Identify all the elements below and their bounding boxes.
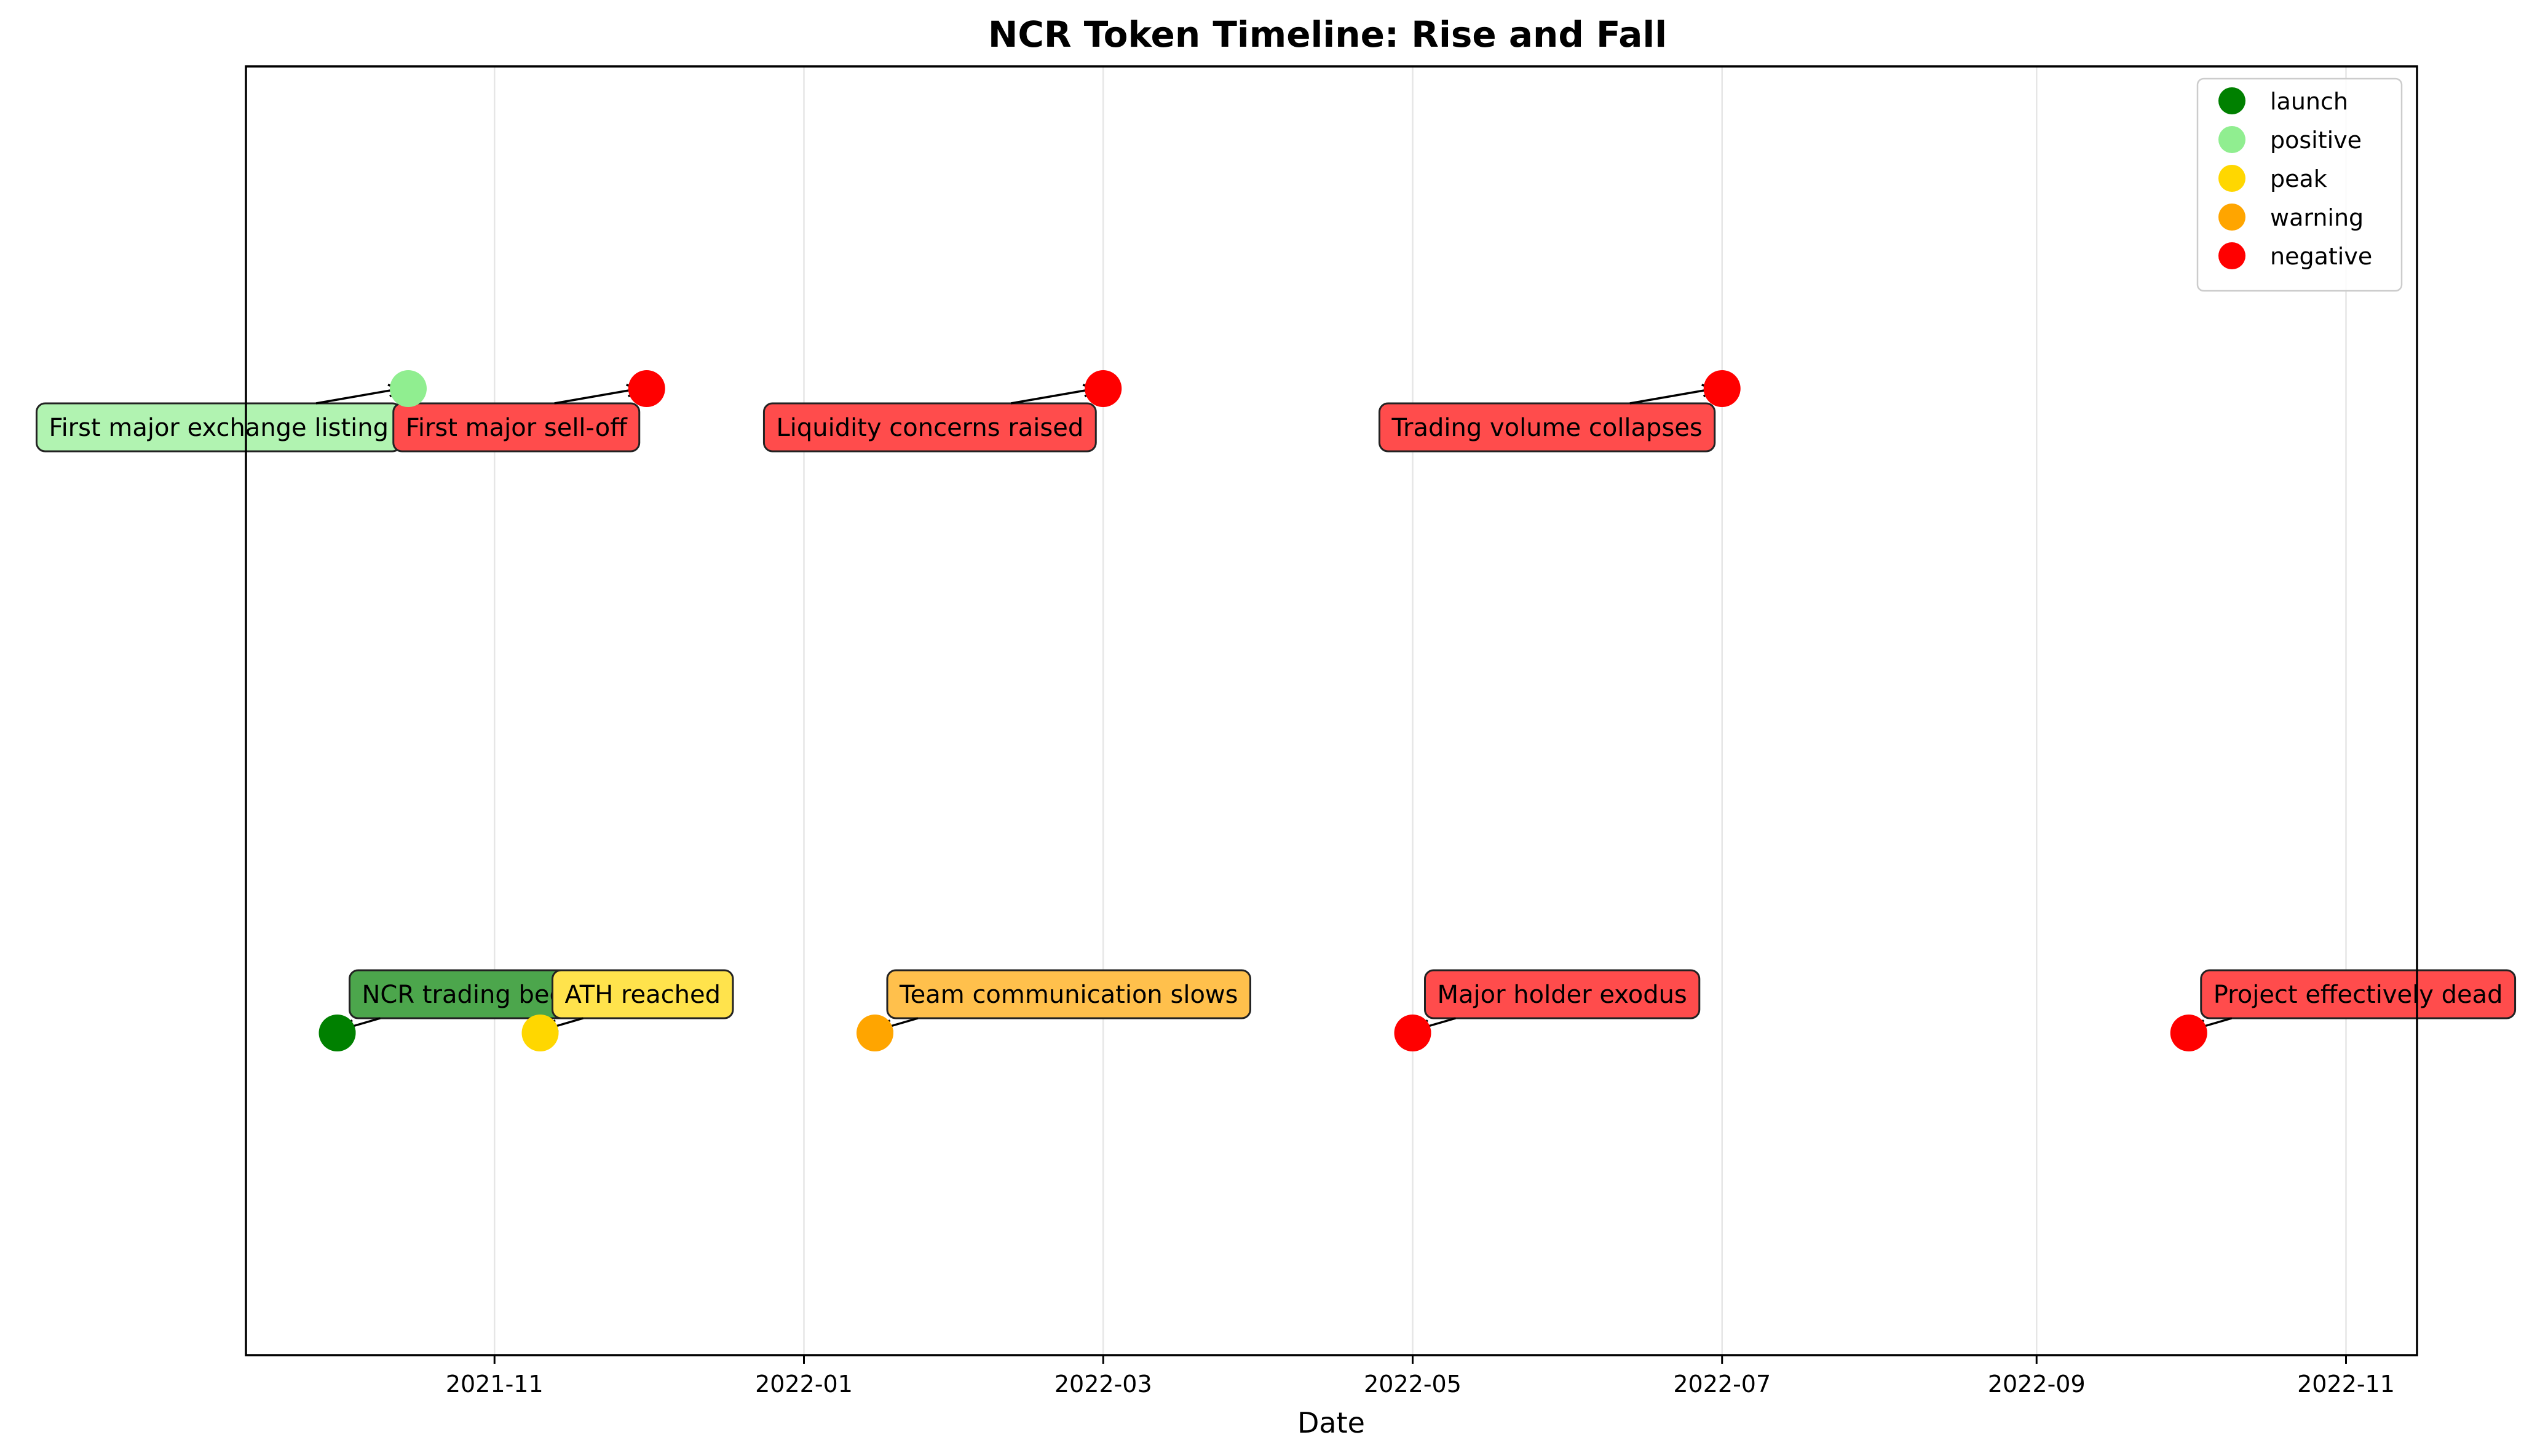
- event-point-negative: [1394, 1015, 1431, 1051]
- event-annotation: First major sell-off: [392, 384, 642, 453]
- event-label-box: [392, 402, 641, 453]
- event-label: First major exchange listing: [49, 414, 389, 442]
- event-annotation: ATH reached: [542, 969, 734, 1033]
- event-point-positive: [390, 370, 427, 407]
- event-label: Project effectively dead: [2214, 981, 2503, 1009]
- event-arrow: [315, 387, 402, 405]
- x-tick-label: 2022-01: [755, 1371, 853, 1398]
- event-annotation: Team communication slows: [877, 969, 1251, 1033]
- event-point-warning: [857, 1015, 893, 1051]
- event-label: Team communication slows: [899, 981, 1238, 1009]
- x-axis-label: Date: [1297, 1406, 1365, 1439]
- legend-marker-peak: [2218, 165, 2245, 192]
- event-annotations: NCR trading begins First major exchange l…: [35, 384, 2517, 1033]
- legend-marker-warning: [2218, 204, 2245, 231]
- event-point-negative: [1085, 370, 1122, 407]
- legend-label: launch: [2270, 88, 2348, 115]
- x-tick-label: 2022-07: [1673, 1371, 1771, 1398]
- event-arrow: [1010, 387, 1096, 405]
- legend-label: positive: [2270, 127, 2362, 154]
- event-arrow: [1629, 387, 1715, 405]
- event-label: ATH reached: [565, 981, 721, 1009]
- legend-label: warning: [2270, 204, 2364, 231]
- event-annotation: First major exchange listing: [35, 384, 403, 453]
- x-tick-label: 2022-11: [2297, 1371, 2395, 1398]
- event-annotation: NCR trading begins: [339, 969, 614, 1033]
- event-points: [318, 370, 2207, 1051]
- event-label: Major holder exodus: [1438, 981, 1687, 1009]
- event-point-launch: [318, 1015, 356, 1051]
- legend-label: negative: [2270, 243, 2372, 270]
- event-label-box: [886, 969, 1251, 1019]
- x-tick-label: 2022-09: [1988, 1371, 2086, 1398]
- event-label-box: [552, 969, 734, 1019]
- plot-frame: [245, 65, 2418, 1356]
- event-point-peak: [521, 1015, 559, 1051]
- event-label-box: [1378, 402, 1716, 453]
- event-annotation: Trading volume collapses: [1378, 384, 1717, 453]
- event-label-box: [1424, 969, 1701, 1019]
- legend-marker-launch: [2218, 87, 2245, 114]
- chart-title: NCR Token Timeline: Rise and Fall: [988, 14, 1667, 55]
- event-point-negative: [628, 370, 665, 407]
- legend-label: peak: [2270, 165, 2327, 192]
- x-tick-label: 2022-05: [1364, 1371, 1462, 1398]
- event-annotation: Liquidity concerns raised: [762, 384, 1099, 453]
- x-axis-ticks: 2021-11 2022-01 2022-03 2022-05 2022-07 2022-…: [446, 1355, 2395, 1398]
- event-annotation: Project effectively dead: [2191, 969, 2517, 1033]
- legend-box: [2196, 77, 2403, 292]
- event-point-negative: [2170, 1015, 2207, 1051]
- legend-marker-positive: [2218, 126, 2245, 153]
- legend-marker-negative: [2218, 242, 2245, 269]
- event-label: Trading volume collapses: [1391, 414, 1702, 442]
- x-tick-label: 2022-03: [1054, 1371, 1152, 1398]
- event-point-negative: [1703, 370, 1741, 407]
- legend: launch positive peak warning negative: [2196, 77, 2403, 292]
- event-label: Liquidity concerns raised: [776, 414, 1083, 442]
- event-label: First major sell-off: [406, 414, 628, 442]
- x-gridlines: [494, 66, 2347, 1355]
- event-annotation: Major holder exodus: [1415, 969, 1701, 1033]
- x-tick-label: 2021-11: [446, 1371, 544, 1398]
- event-label-box: [2200, 969, 2517, 1019]
- event-arrow: [554, 387, 640, 405]
- event-label-box: [762, 402, 1097, 453]
